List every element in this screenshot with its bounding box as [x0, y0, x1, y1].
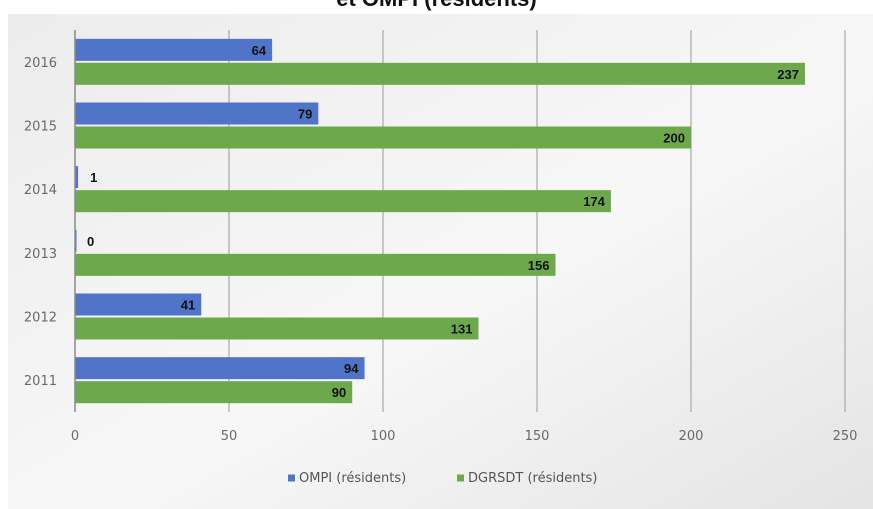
legend-label: OMPI (résidents) — [299, 471, 406, 486]
bar-ompi-2016 — [75, 38, 273, 61]
y-tick-label: 2014 — [24, 183, 57, 198]
bar-dgrsdt-2013 — [75, 253, 556, 276]
legend-swatch — [457, 474, 464, 482]
data-label: 156 — [528, 258, 550, 273]
y-tick-label: 2013 — [24, 247, 57, 262]
data-label: 94 — [344, 361, 359, 376]
data-label: 1 — [90, 170, 97, 185]
x-tick-label: 50 — [221, 429, 238, 444]
y-tick-label: 2012 — [24, 311, 57, 326]
x-tick-label: 200 — [679, 429, 704, 444]
y-tick-label: 2011 — [24, 374, 57, 389]
bar-ompi-2015 — [75, 102, 319, 125]
y-tick-label: 2016 — [24, 56, 57, 71]
data-label: 90 — [332, 385, 346, 400]
legend-swatch — [288, 474, 295, 482]
bar-dgrsdt-2011 — [75, 381, 353, 404]
x-tick-label: 250 — [833, 429, 858, 444]
bar-ompi-2014 — [75, 166, 79, 189]
data-label: 0 — [87, 234, 94, 249]
data-label: 64 — [252, 43, 267, 58]
bar-ompi-2011 — [75, 357, 365, 380]
data-label: 237 — [777, 67, 799, 82]
bar-dgrsdt-2015 — [75, 126, 691, 149]
data-label: 131 — [451, 322, 473, 337]
data-labels: 94 90 41 131 0 156 1 174 79 200 64 237 — [87, 43, 799, 400]
bar-dgrsdt-2012 — [75, 317, 479, 340]
data-label: 174 — [583, 194, 605, 209]
x-tick-label: 0 — [71, 429, 79, 444]
data-label: 41 — [181, 298, 195, 313]
gridlines — [228, 30, 846, 412]
chart-title: et OMPI (résidents) — [0, 0, 873, 12]
bar-dgrsdt-2016 — [75, 62, 805, 85]
legend-item: OMPI (résidents) — [288, 471, 406, 486]
y-tick-label: 2015 — [24, 120, 57, 135]
bar-ompi-2012 — [75, 293, 202, 316]
data-label: 79 — [298, 107, 312, 122]
data-label: 200 — [663, 131, 685, 146]
bars — [75, 38, 805, 404]
legend-item: DGRSDT (résidents) — [457, 471, 597, 486]
bar-dgrsdt-2014 — [75, 190, 611, 213]
x-tick-label: 100 — [371, 429, 396, 444]
axes: 0 50 100 150 200 250 2011 2012 2013 2014 2015 2016 — [24, 30, 858, 444]
legend-label: DGRSDT (résidents) — [468, 471, 597, 486]
legend: OMPI (résidents) DGRSDT (résidents) — [288, 471, 597, 486]
x-tick-label: 150 — [525, 429, 550, 444]
